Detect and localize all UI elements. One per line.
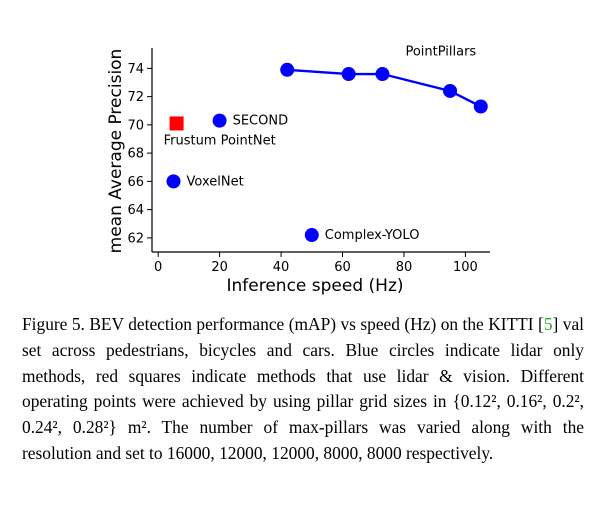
- caption-prefix: Figure 5. BEV detection performance (mAP…: [22, 314, 544, 334]
- x-tick-label: 80: [396, 260, 413, 275]
- figure-caption: Figure 5. BEV detection performance (mAP…: [22, 312, 584, 467]
- voxelnet-label: VoxelNet: [187, 174, 244, 189]
- y-tick-label: 72: [127, 90, 144, 105]
- caption-suffix: ] val set across pedestrians, bicycles a…: [22, 314, 584, 463]
- pointpillars-label: PointPillars: [405, 45, 476, 60]
- chart-marks: PointPillars SECOND Frustum PointNet VoxelN…: [164, 45, 488, 243]
- pointpillars-point: [473, 99, 488, 114]
- pointpillars-point: [375, 67, 390, 82]
- pointpillars-point: [443, 83, 458, 98]
- voxelnet-point: [166, 174, 181, 189]
- complex-yolo-label: Complex-YOLO: [325, 228, 420, 243]
- second-label: SECOND: [233, 114, 289, 129]
- x-tick-label: 60: [334, 260, 351, 275]
- y-tick-label: 62: [127, 231, 144, 246]
- y-tick-label: 70: [127, 118, 144, 133]
- x-tick-label: 100: [453, 260, 478, 275]
- y-tick-label: 64: [127, 203, 144, 218]
- chart-axes: 0 20 40 60 80 100 62 64 66 68 70 72 74: [127, 48, 490, 275]
- bev-performance-chart: 0 20 40 60 80 100 62 64 66 68 70 72 74 PointPillars S…: [106, 45, 490, 296]
- pointpillars-point: [341, 67, 356, 82]
- frustum-pointnet-point: [169, 116, 184, 131]
- x-tick-label: 40: [273, 260, 290, 275]
- y-tick-label: 66: [127, 175, 144, 190]
- x-tick-label: 20: [211, 260, 228, 275]
- frustum-pointnet-label: Frustum PointNet: [164, 133, 276, 148]
- caption-citation[interactable]: 5: [543, 314, 553, 334]
- x-tick-label: 0: [154, 260, 162, 275]
- second-point: [212, 113, 227, 128]
- y-tick-label: 74: [127, 62, 144, 77]
- y-tick-label: 68: [127, 147, 144, 162]
- x-axis-label: Inference speed (Hz): [226, 276, 403, 296]
- complex-yolo-point: [304, 228, 319, 243]
- pointpillars-point: [280, 62, 295, 77]
- y-axis-label: mean Average Precision: [106, 49, 126, 254]
